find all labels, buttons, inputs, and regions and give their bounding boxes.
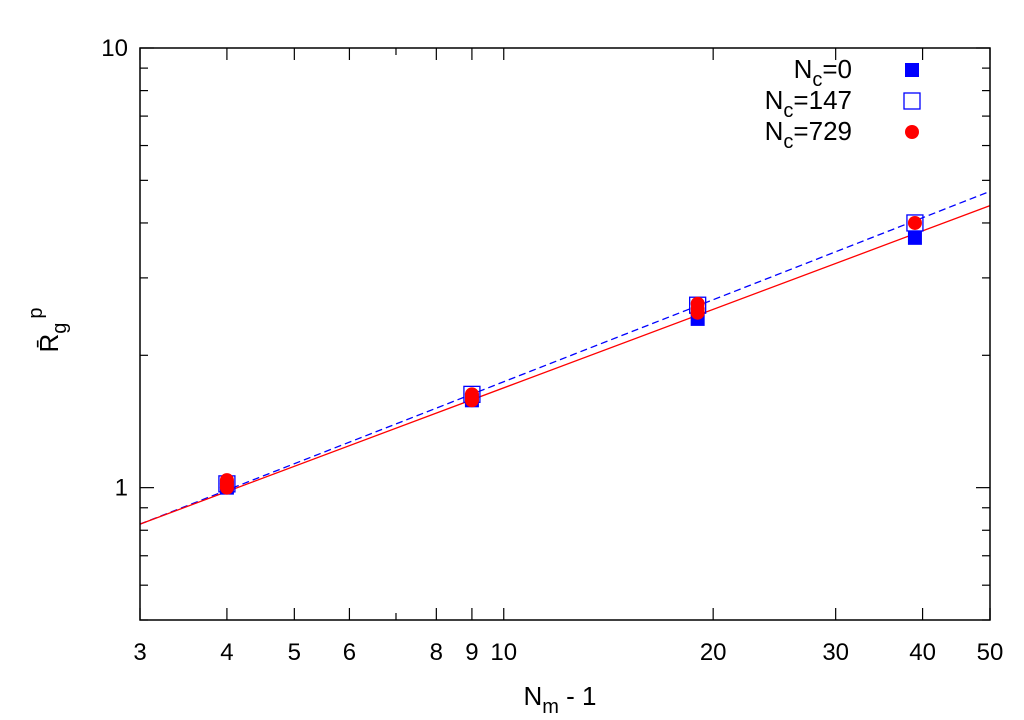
x-tick-label: 9 [465,639,478,666]
fit-line-solid [139,205,991,525]
y-tick-labels: 1 10 [101,35,128,502]
x-tick-label: 3 [133,639,146,666]
y-tick-label: 1 [115,475,128,502]
plot-frame [139,47,991,621]
x-tick-label: 10 [490,639,517,666]
x-tick-label: 6 [343,639,356,666]
legend-marker [903,92,921,110]
data-point-series-2 [464,387,479,402]
data-points [218,214,924,495]
x-tick-labels: 3 4 5 6 8 9 10 20 30 40 50 [133,639,1003,666]
data-point-series-0 [907,230,922,245]
x-tick-label: 50 [977,639,1004,666]
x-tick-label: 5 [288,639,301,666]
data-point-series-1 [906,214,924,232]
legend-label: Nc=147 [765,85,852,122]
fit-lines [139,190,991,525]
x-tick-label: 4 [220,639,233,666]
x-tick-label: 30 [822,639,849,666]
x-tick-label: 40 [909,639,936,666]
x-tick-label: 20 [700,639,727,666]
data-point-series-2 [690,296,705,311]
axis-ticks [139,47,991,621]
legend-label: Nc=729 [765,116,852,153]
legend-marker [905,125,919,139]
data-point-series-2 [219,473,234,488]
legend-marker [905,63,919,77]
y-axis-label: R̄gp [25,307,71,352]
x-axis-label: Nm - 1 [523,681,596,718]
x-tick-label: 8 [430,639,443,666]
fit-line-dashed [139,190,991,525]
legend-label: Nc=0 [794,54,852,91]
data-point-series-2 [907,215,922,230]
y-tick-label: 10 [101,35,128,62]
